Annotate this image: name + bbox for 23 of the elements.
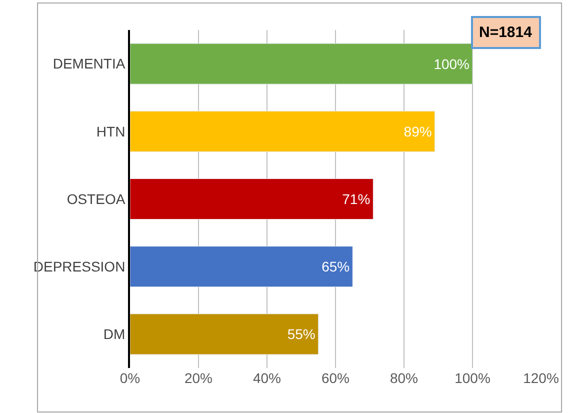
x-tick-label: 40% [252, 370, 282, 386]
x-tick-label: 120% [523, 370, 559, 386]
bar [130, 246, 353, 288]
x-tick-label: 0% [120, 370, 140, 386]
bar [130, 110, 436, 152]
x-tick-label: 20% [184, 370, 213, 386]
y-tick-label: OSTEOA [66, 190, 126, 207]
y-tick-label: DM [103, 326, 126, 342]
y-tick-label: DEMENTIA [52, 56, 126, 72]
data-label: 89% [404, 123, 432, 140]
y-tick-label: DEPRESSION [33, 258, 126, 274]
x-tick-label: 60% [321, 370, 350, 386]
y-tick-label: HTN [96, 123, 126, 140]
data-label: 65% [322, 258, 350, 275]
annotation: N=1814 [479, 24, 533, 41]
data-label: 71% [342, 191, 370, 207]
data-label: 55% [287, 326, 316, 342]
bar [130, 43, 473, 84]
data-label: 100% [434, 56, 470, 72]
x-tick-label: 100% [454, 370, 490, 386]
bar [130, 314, 319, 355]
bar [130, 178, 374, 220]
x-tick-label: 80% [390, 370, 418, 386]
